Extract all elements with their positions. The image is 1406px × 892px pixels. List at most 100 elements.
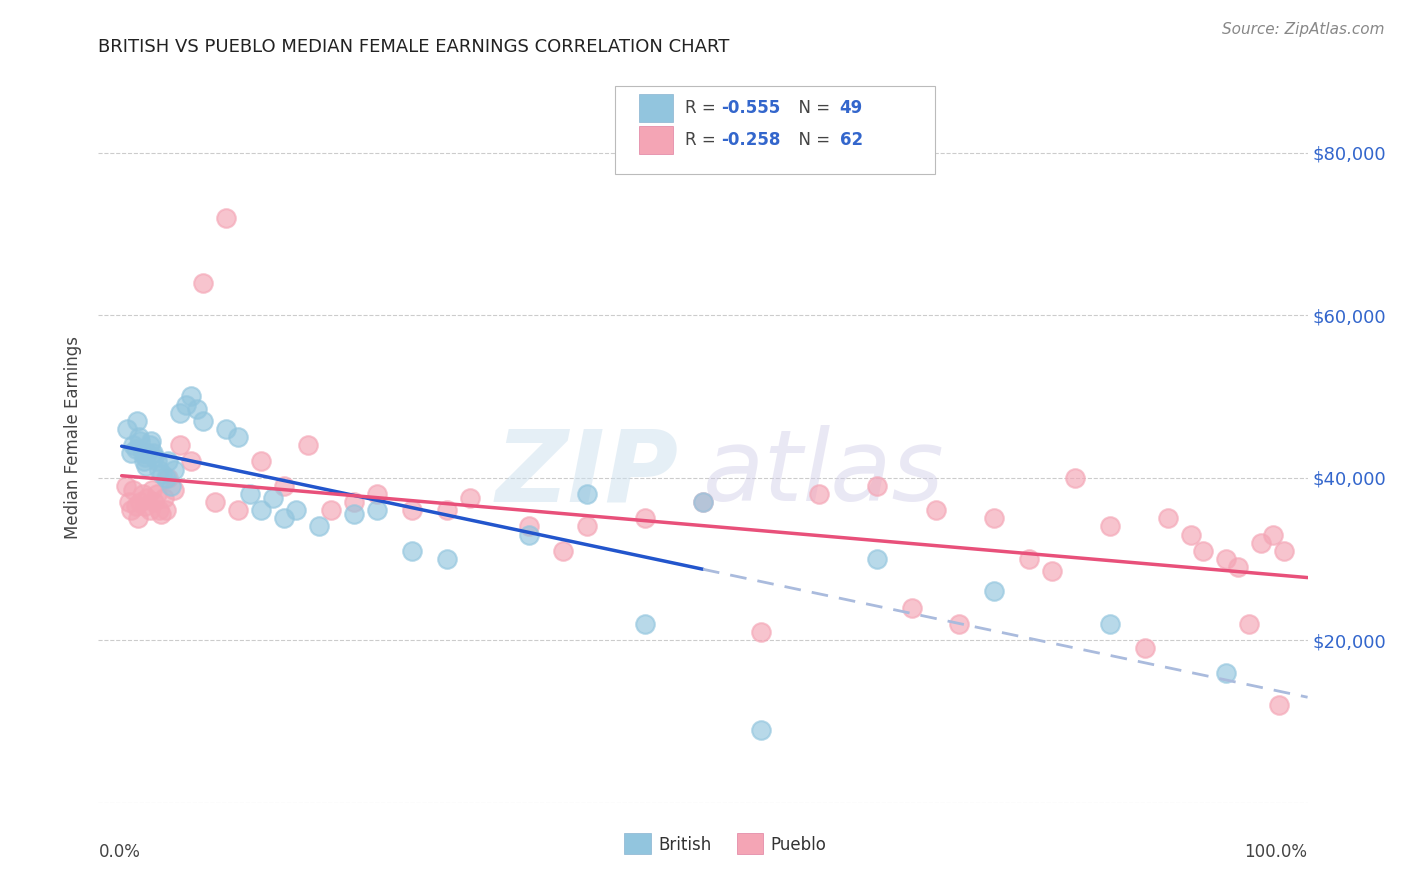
Point	[135, 458, 157, 473]
Point	[634, 617, 657, 632]
Point	[308, 519, 330, 533]
Point	[131, 446, 153, 460]
Point	[155, 471, 177, 485]
Point	[129, 495, 152, 509]
Point	[117, 422, 139, 436]
Point	[136, 446, 159, 460]
Point	[866, 552, 889, 566]
Point	[273, 479, 295, 493]
Point	[148, 503, 170, 517]
Point	[366, 503, 388, 517]
Point	[1261, 527, 1284, 541]
Point	[134, 499, 156, 513]
Text: Source: ZipAtlas.com: Source: ZipAtlas.com	[1222, 22, 1385, 37]
Text: R =: R =	[685, 131, 721, 149]
Point	[134, 450, 156, 465]
Point	[1157, 511, 1180, 525]
Point	[1098, 519, 1121, 533]
Point	[127, 511, 149, 525]
Text: -0.258: -0.258	[721, 131, 780, 149]
Point	[901, 600, 924, 615]
Point	[180, 454, 202, 468]
Point	[553, 544, 575, 558]
Point	[150, 508, 173, 522]
Point	[143, 450, 166, 465]
FancyBboxPatch shape	[638, 126, 673, 154]
Point	[226, 430, 249, 444]
Text: R =: R =	[685, 99, 721, 117]
Point	[366, 487, 388, 501]
Point	[273, 511, 295, 525]
Point	[226, 503, 249, 517]
Point	[157, 454, 180, 468]
Point	[152, 491, 174, 505]
Text: -0.555: -0.555	[721, 99, 780, 117]
Point	[138, 438, 160, 452]
Point	[401, 544, 423, 558]
Point	[191, 276, 214, 290]
Point	[1272, 544, 1295, 558]
Point	[122, 483, 145, 497]
Text: N =: N =	[787, 99, 835, 117]
Point	[1267, 698, 1289, 713]
Point	[749, 625, 772, 640]
Point	[191, 414, 214, 428]
Point	[1215, 552, 1237, 566]
Text: ZIP: ZIP	[496, 425, 679, 522]
Point	[174, 398, 197, 412]
Point	[239, 487, 262, 501]
Point	[125, 414, 148, 428]
FancyBboxPatch shape	[614, 86, 935, 174]
Point	[250, 503, 273, 517]
Point	[145, 454, 167, 468]
Point	[163, 462, 186, 476]
Point	[1250, 535, 1272, 549]
Point	[808, 487, 831, 501]
Point	[983, 584, 1005, 599]
Point	[124, 442, 146, 457]
Point	[169, 406, 191, 420]
Point	[1215, 665, 1237, 680]
Point	[866, 479, 889, 493]
Point	[1180, 527, 1202, 541]
Point	[136, 491, 159, 505]
Point	[692, 495, 714, 509]
Point	[517, 519, 540, 533]
Point	[436, 552, 458, 566]
Point	[122, 438, 145, 452]
Point	[159, 479, 181, 493]
Point	[749, 723, 772, 737]
Point	[215, 211, 238, 225]
Point	[575, 487, 598, 501]
Point	[343, 495, 366, 509]
Point	[142, 446, 165, 460]
Point	[1098, 617, 1121, 632]
Point	[285, 503, 308, 517]
Point	[131, 487, 153, 501]
Point	[262, 491, 284, 505]
Point	[575, 519, 598, 533]
FancyBboxPatch shape	[638, 94, 673, 122]
Text: BRITISH VS PUEBLO MEDIAN FEMALE EARNINGS CORRELATION CHART: BRITISH VS PUEBLO MEDIAN FEMALE EARNINGS…	[98, 38, 730, 56]
Point	[145, 487, 167, 501]
Point	[436, 503, 458, 517]
Point	[180, 389, 202, 403]
Point	[1133, 641, 1156, 656]
Point	[157, 471, 180, 485]
Point	[115, 479, 138, 493]
Text: 49: 49	[839, 99, 863, 117]
Point	[343, 508, 366, 522]
Point	[1226, 560, 1249, 574]
Point	[297, 438, 319, 452]
Text: N =: N =	[787, 131, 835, 149]
Point	[250, 454, 273, 468]
Point	[141, 483, 163, 497]
Point	[132, 454, 155, 468]
Point	[148, 462, 170, 476]
Point	[1064, 471, 1087, 485]
Point	[1018, 552, 1040, 566]
Point	[517, 527, 540, 541]
Point	[948, 617, 970, 632]
Text: British: British	[658, 836, 711, 855]
Text: Pueblo: Pueblo	[770, 836, 827, 855]
